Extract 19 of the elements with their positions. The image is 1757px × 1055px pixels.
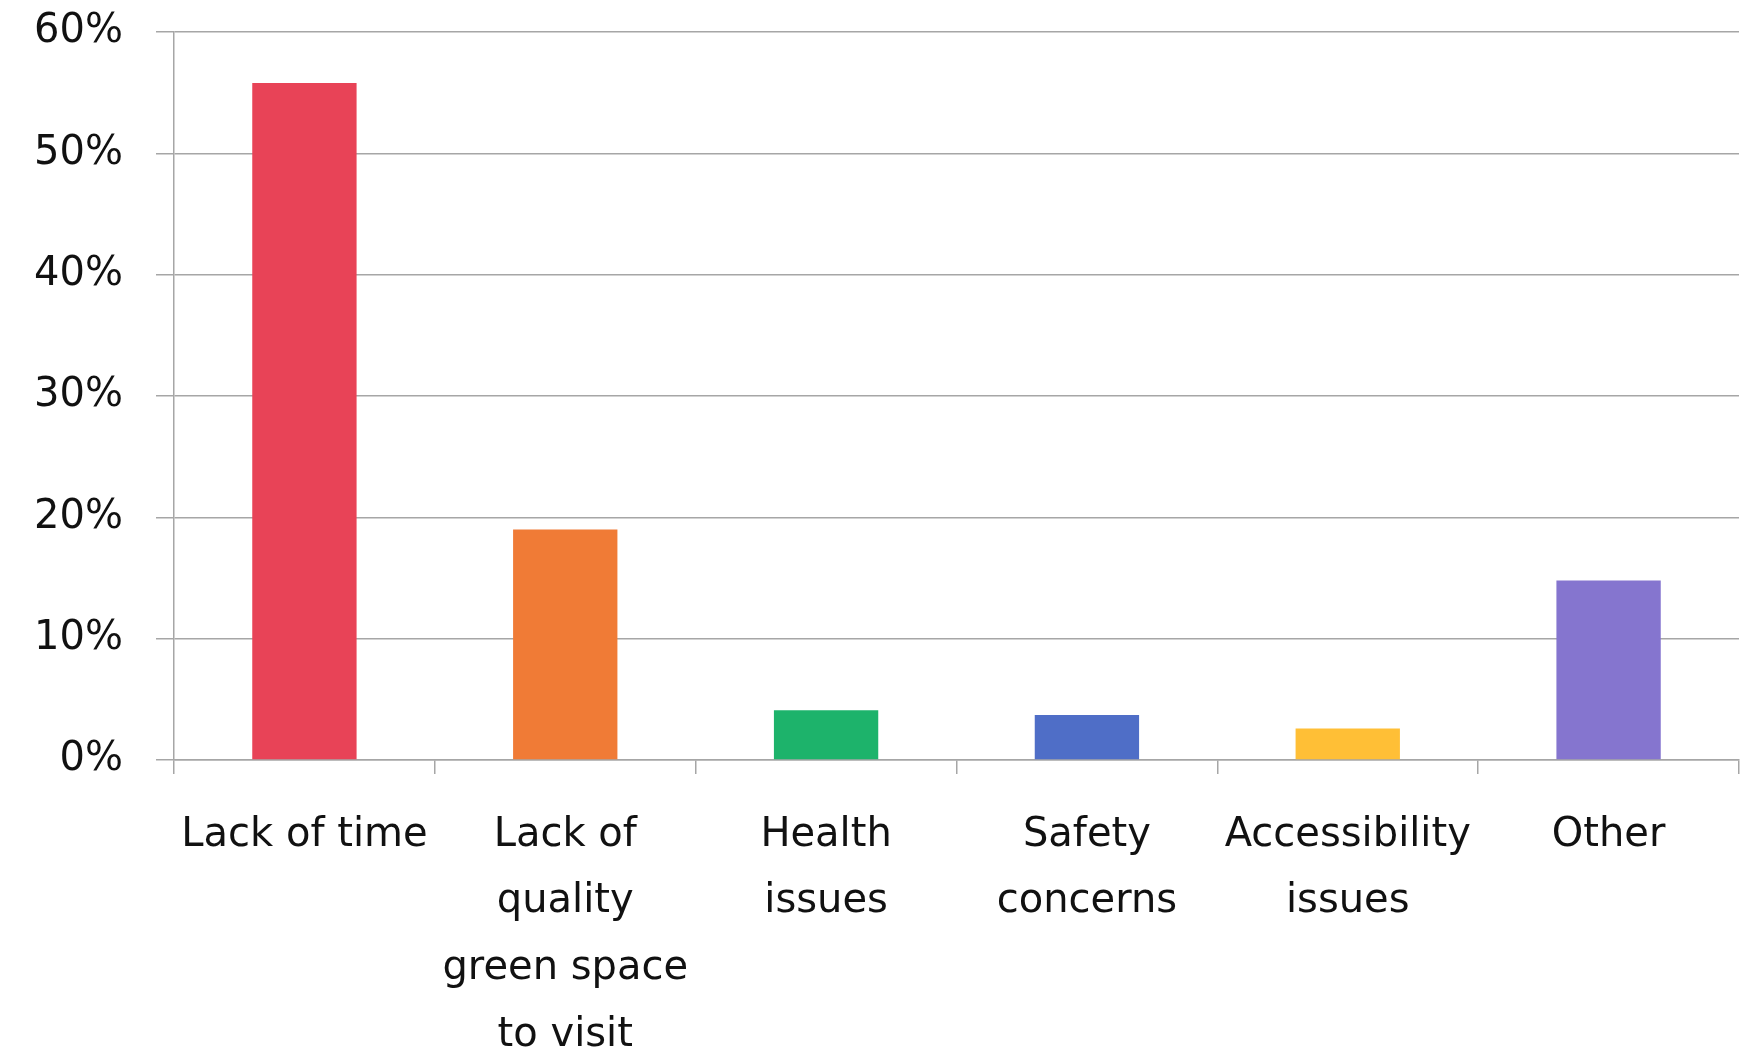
y-tick-label: 30%	[34, 369, 123, 416]
x-tick-label: Lack of quality green space to visit	[442, 808, 689, 1055]
x-tick-label: Lack of time	[181, 808, 428, 855]
x-tick-label: Accessibility issues	[1224, 808, 1471, 922]
y-tick-label: 10%	[34, 612, 123, 659]
y-tick-label: 0%	[59, 733, 123, 780]
bar	[252, 82, 357, 760]
bar	[1556, 580, 1661, 760]
bar	[773, 710, 879, 760]
y-tick-label: 20%	[34, 490, 123, 537]
bar	[1034, 715, 1140, 760]
y-tick-label: 50%	[34, 126, 123, 173]
bar	[1295, 728, 1400, 760]
y-tick-label: 40%	[34, 248, 123, 295]
x-tick-label: Other	[1551, 808, 1666, 855]
y-tick-label: 60%	[34, 5, 123, 52]
x-tick-label: Safety concerns	[996, 808, 1178, 922]
x-tick-label: Health issues	[760, 808, 892, 922]
bar	[513, 529, 618, 760]
